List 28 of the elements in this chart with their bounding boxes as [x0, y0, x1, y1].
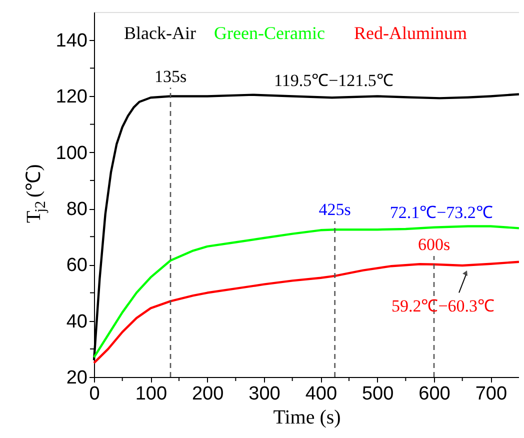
x-tick-label: 0: [89, 384, 100, 404]
x-tick-label: 400: [305, 384, 338, 404]
x-tick-label: 300: [248, 384, 280, 404]
x-tick-label: 100: [135, 384, 168, 404]
text: Red-Aluminum: [354, 23, 467, 43]
ref-line-label: 135s: [154, 66, 187, 86]
x-axis-title: Time (s): [273, 406, 341, 428]
y-tick-label: 120: [56, 86, 88, 108]
annotation: 59.2℃−60.3℃: [391, 296, 495, 316]
annotation: 72.1℃−73.2℃: [390, 203, 493, 222]
y-tick-label: 80: [66, 199, 88, 220]
ref-line-label: 425s: [318, 200, 351, 220]
ref-line-label: 600s: [418, 234, 450, 254]
line-series: [92, 225, 519, 358]
text: Black-Air: [124, 23, 196, 43]
annotation: 119.5℃−121.5℃: [274, 71, 394, 90]
y-tick-label: 20: [66, 368, 88, 388]
y-tick-label: 40: [66, 311, 88, 332]
x-tick-label: 700: [475, 384, 508, 404]
y-tick-label: 60: [66, 255, 88, 276]
y-axis-title: Tj2(℃): [23, 164, 49, 223]
y-tick-label: 100: [56, 142, 88, 164]
line-series: [92, 260, 519, 364]
x-tick-label: 600: [418, 384, 450, 404]
y-tick-label: 140: [56, 30, 88, 52]
text: Green-Ceramic: [214, 23, 325, 43]
x-tick-label: 200: [192, 384, 224, 404]
x-tick-label: 500: [362, 384, 394, 404]
